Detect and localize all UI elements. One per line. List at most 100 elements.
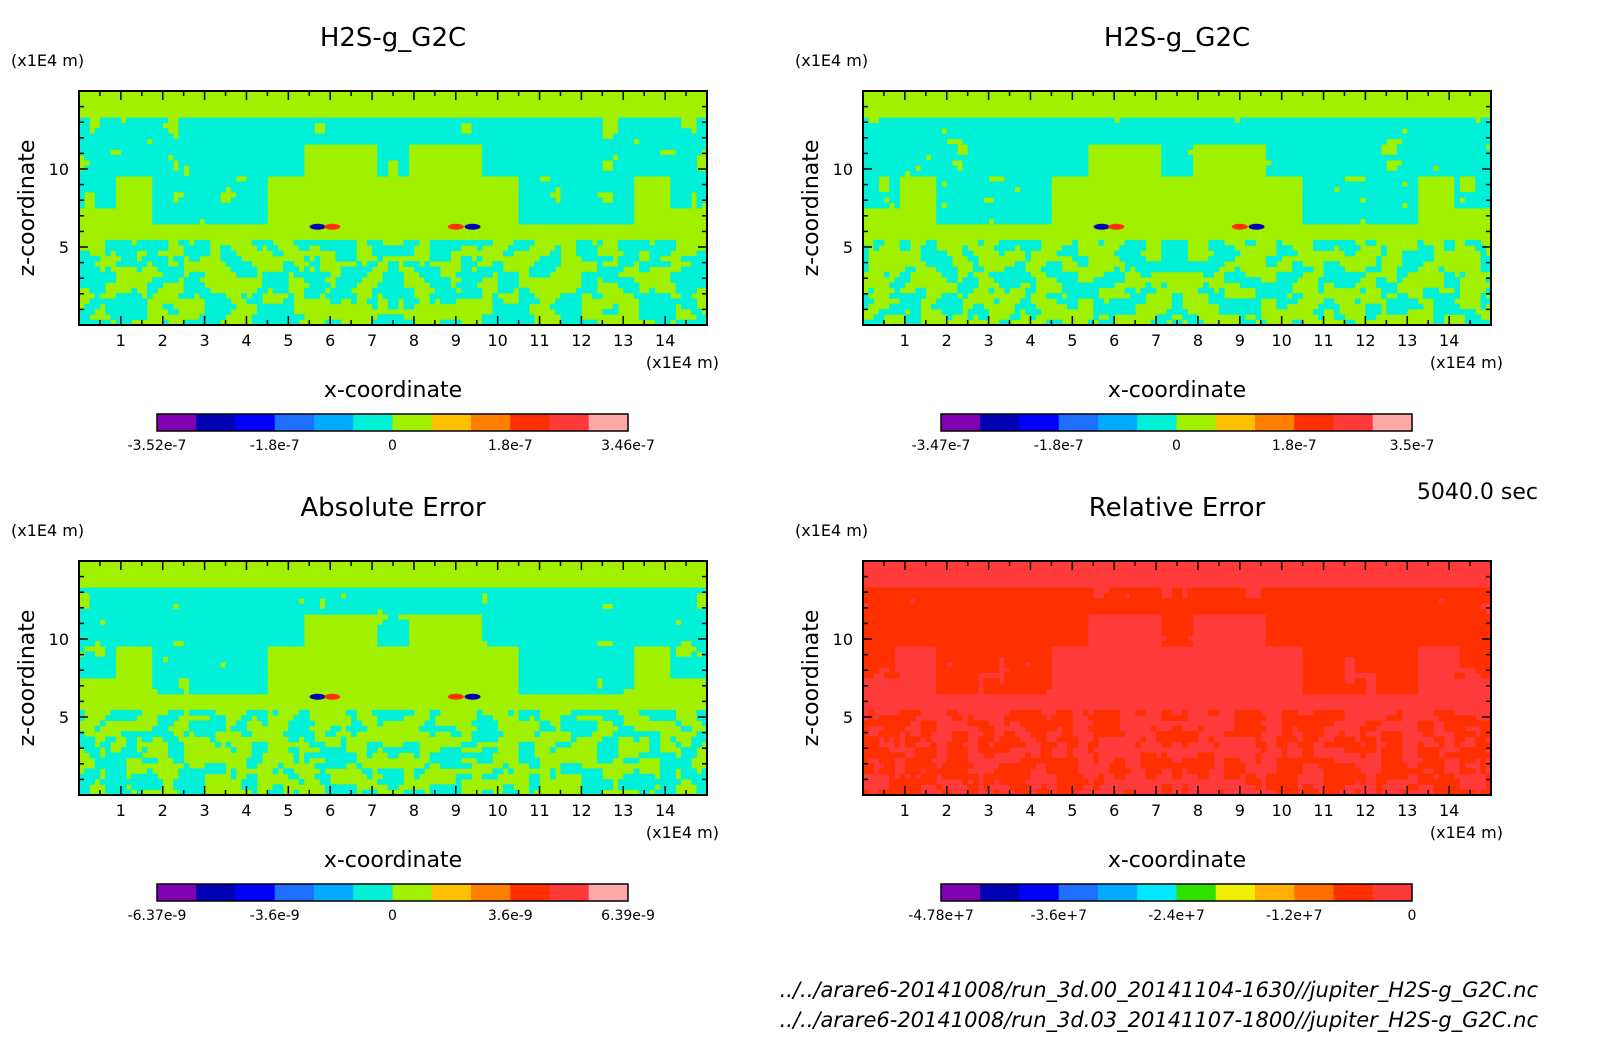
contour-cell [1328, 271, 1335, 278]
contour-cell [293, 117, 300, 124]
contour-cell [518, 309, 525, 315]
contour-cell [1046, 218, 1052, 225]
feature-blob [1248, 223, 1265, 230]
contour-cell [1334, 128, 1340, 134]
contour-cell [644, 128, 650, 134]
contour-cell [1067, 250, 1073, 257]
contour-cell [230, 165, 237, 172]
contour-cell [99, 277, 106, 283]
contour-cell [570, 160, 577, 166]
contour-cell [910, 144, 916, 150]
contour-cell [1328, 239, 1335, 246]
contour-cell [654, 160, 661, 166]
contour-cell [199, 181, 205, 188]
contour-cell [513, 122, 519, 129]
contour-cell [1213, 245, 1220, 251]
contour-cell [1323, 303, 1330, 310]
contour-cell [131, 287, 137, 294]
contour-cell [314, 133, 321, 140]
contour-cell [529, 144, 535, 150]
contour-cell [863, 144, 869, 150]
contour-cell [633, 245, 640, 251]
contour-cell [236, 133, 242, 140]
contour-cell [1229, 255, 1235, 262]
contour-cell [131, 117, 137, 124]
contour-cell [1156, 319, 1162, 326]
contour-cell [403, 293, 410, 299]
contour-cell [602, 255, 608, 262]
contour-cell [534, 149, 540, 156]
contour-cell [1255, 133, 1262, 140]
contour-cell [1386, 181, 1392, 188]
contour-cell [889, 165, 895, 172]
x-tick-label: 5 [283, 331, 293, 350]
contour-cell [1030, 133, 1037, 140]
contour-cell [1030, 154, 1037, 161]
contour-cell [246, 170, 253, 177]
contour-cell [544, 202, 551, 209]
contour-cell [272, 128, 279, 134]
contour-cell [576, 239, 582, 246]
contour-cell [152, 202, 158, 209]
contour-cell [351, 266, 357, 273]
contour-cell [1051, 122, 1058, 129]
contour-cell [591, 117, 598, 124]
contour-cell [957, 202, 963, 209]
contour-cell [1229, 298, 1235, 305]
contour-cell [701, 186, 708, 193]
contour-cell [565, 213, 572, 220]
contour-cell [277, 282, 284, 289]
contour-cell [471, 239, 478, 246]
contour-cell [293, 239, 300, 246]
contour-cell [508, 154, 514, 161]
contour-cell [1082, 122, 1089, 129]
contour-cell [1203, 122, 1209, 129]
contour-cell [1025, 197, 1031, 204]
contour-cell [618, 282, 624, 289]
contour-cell [691, 266, 697, 273]
contour-cell [1480, 192, 1487, 198]
contour-cell [1354, 298, 1361, 305]
contour-cell [1407, 181, 1413, 188]
contour-cell [1370, 133, 1377, 140]
contour-cell [675, 271, 682, 278]
contour-cell [1328, 197, 1335, 204]
contour-cell [126, 245, 132, 251]
contour-cell [1454, 149, 1460, 156]
contour-cell [79, 138, 85, 145]
contour-cell [157, 208, 164, 214]
contour-cell [1365, 165, 1372, 172]
contour-cell [251, 160, 258, 166]
contour-cell [126, 239, 132, 246]
contour-cell [586, 218, 593, 225]
contour-cell [372, 138, 378, 145]
contour-cell [89, 165, 96, 172]
contour-cell [972, 165, 979, 172]
contour-cell [1323, 261, 1330, 267]
contour-cell [105, 170, 111, 177]
contour-cell [1407, 213, 1413, 220]
contour-cell [1459, 138, 1466, 145]
contour-cell [1375, 176, 1382, 182]
contour-cell [277, 319, 284, 326]
contour-cell [638, 170, 645, 177]
contour-cell [659, 128, 666, 134]
contour-cell [1354, 149, 1361, 156]
contour-cell [272, 133, 279, 140]
contour-cell [1255, 282, 1262, 289]
contour-cell [466, 277, 472, 283]
contour-cell [1271, 117, 1277, 124]
contour-cell [1360, 128, 1366, 134]
contour-cell [1443, 245, 1450, 251]
contour-cell [696, 149, 703, 156]
contour-cell [215, 303, 221, 310]
contour-cell [508, 138, 514, 145]
contour-cell [560, 133, 567, 140]
contour-cell [173, 277, 179, 283]
contour-cell [1093, 314, 1099, 321]
contour-cell [209, 218, 216, 225]
contour-cell [1375, 160, 1382, 166]
contour-cell [1051, 261, 1058, 267]
contour-cell [951, 271, 958, 278]
contour-cell [1470, 197, 1476, 204]
